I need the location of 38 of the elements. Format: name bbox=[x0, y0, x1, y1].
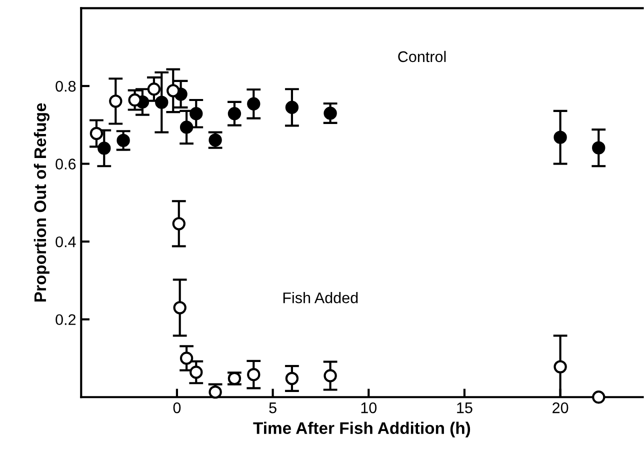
y-tick-label: 0.2 bbox=[56, 314, 76, 326]
point bbox=[128, 93, 142, 107]
point bbox=[554, 360, 567, 374]
point bbox=[90, 126, 104, 140]
x-tick-label: 5 bbox=[269, 402, 276, 414]
point bbox=[98, 142, 111, 155]
point bbox=[285, 100, 299, 114]
point bbox=[173, 301, 186, 314]
point bbox=[155, 96, 168, 109]
x-tick-label: 20 bbox=[552, 402, 568, 414]
y-tick-label: 0.8 bbox=[56, 80, 76, 92]
point bbox=[285, 372, 299, 386]
point bbox=[247, 368, 260, 382]
y-tick-label: 0.6 bbox=[56, 158, 76, 170]
point bbox=[147, 82, 161, 96]
point bbox=[180, 352, 194, 365]
point bbox=[180, 120, 194, 134]
point bbox=[324, 369, 337, 382]
point bbox=[228, 107, 242, 120]
annotation: Control bbox=[398, 50, 446, 62]
x-tick-label: 15 bbox=[457, 402, 472, 414]
y-tick-label: 0.4 bbox=[56, 236, 76, 248]
point bbox=[166, 84, 180, 98]
point bbox=[592, 390, 606, 404]
x-tick-label: 10 bbox=[361, 402, 377, 414]
point bbox=[116, 134, 130, 148]
point bbox=[190, 107, 203, 120]
point bbox=[554, 130, 567, 144]
point bbox=[190, 366, 203, 379]
point bbox=[172, 217, 186, 230]
y-axis-title: Proportion Out of Refuge bbox=[34, 103, 50, 302]
x-tick-label: 0 bbox=[173, 402, 181, 414]
point bbox=[109, 94, 122, 108]
annotation: Fish Added bbox=[283, 292, 358, 304]
point bbox=[324, 106, 337, 120]
x-axis-title: Time After Fish Addition (h) bbox=[253, 422, 470, 438]
point bbox=[592, 141, 606, 154]
point bbox=[247, 97, 260, 110]
